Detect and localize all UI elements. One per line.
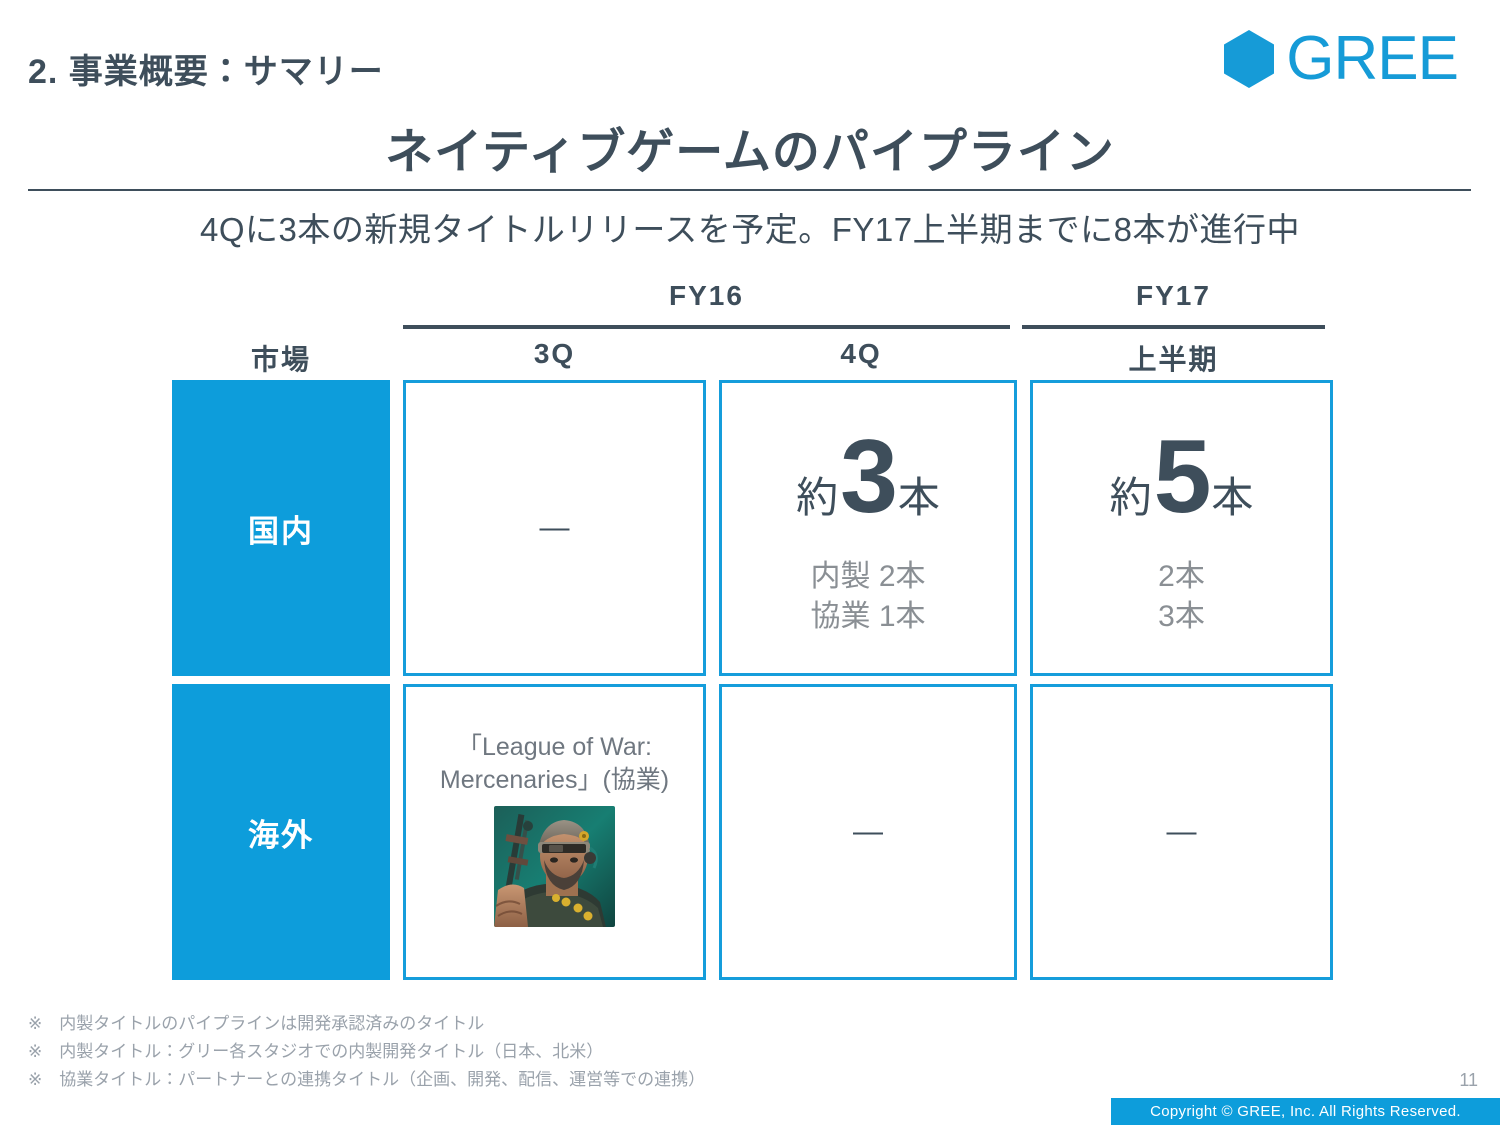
count-display: 約 5 本 xyxy=(1110,425,1254,529)
count-number: 3 xyxy=(840,418,898,535)
dash-mark: — xyxy=(1166,815,1197,848)
section-title: 2. 事業概要：サマリー xyxy=(28,53,384,91)
game-thumbnail xyxy=(494,806,615,927)
hexagon-icon xyxy=(1224,30,1275,88)
breakdown-line: 3本 xyxy=(1158,600,1205,633)
cell-overseas-3q: 「League of War: Mercenaries」(協業) xyxy=(403,684,706,980)
gree-wordmark: GREE xyxy=(1286,24,1459,93)
column-group-fy16: FY16 xyxy=(669,280,744,311)
count-unit: 本 xyxy=(1211,473,1254,521)
page-subtitle: 4Qに3本の新規タイトルリリースを予定。FY17上半期までに8本が進行中 xyxy=(200,211,1300,248)
footnotes: ※ 内製タイトルのパイプラインは開発承認済みのタイトル ※ 内製タイトル：グリー… xyxy=(28,1010,705,1094)
market-label-domestic: 国内 xyxy=(172,380,390,676)
count-unit: 本 xyxy=(897,473,940,521)
dash-mark: — xyxy=(853,815,883,848)
column-header-first-half: 上半期 xyxy=(1128,344,1219,375)
game-title-line-1: 「League of War: xyxy=(456,733,652,761)
fy16-underline xyxy=(403,325,1010,329)
pipeline-table: 国内 — 約 3 本 内製 2本 協業 1本 約 5 本 2本 3本 xyxy=(172,380,1333,980)
table-row: 国内 — 約 3 本 内製 2本 協業 1本 約 5 本 2本 3本 xyxy=(172,380,1333,676)
count-breakdown: 内製 2本 協業 1本 xyxy=(810,557,925,638)
footnote-item: ※ 協業タイトル：パートナーとの連携タイトル（企画、開発、配信、運営等での連携） xyxy=(28,1070,706,1090)
market-label-overseas: 海外 xyxy=(172,684,390,980)
footnote-item: ※ 内製タイトルのパイプラインは開発承認済みのタイトル xyxy=(28,1014,485,1033)
count-breakdown: 2本 3本 xyxy=(1158,557,1205,638)
cell-overseas-first-half: — xyxy=(1030,684,1333,980)
fy17-underline xyxy=(1022,325,1325,329)
copyright-bar: Copyright © GREE, Inc. All Rights Reserv… xyxy=(1111,1098,1500,1125)
page-title: ネイティブゲームのパイプライン xyxy=(385,126,1115,179)
column-header-market: 市場 xyxy=(250,344,311,375)
gree-logo: GREE xyxy=(1222,24,1459,93)
page-number: 11 xyxy=(1459,1070,1478,1090)
breakdown-line: 2本 xyxy=(1158,559,1205,593)
approx-prefix: 約 xyxy=(796,473,839,521)
cell-domestic-first-half: 約 5 本 2本 3本 xyxy=(1030,380,1333,676)
column-header-4q: 4Q xyxy=(840,338,882,369)
column-group-fy17: FY17 xyxy=(1136,280,1211,311)
cell-domestic-3q: — xyxy=(403,380,706,676)
game-title: 「League of War: Mercenaries」(協業) xyxy=(430,731,679,796)
breakdown-line: 協業 1本 xyxy=(810,600,926,633)
table-row: 海外 「League of War: Mercenaries」(協業) xyxy=(172,684,1333,980)
cell-domestic-4q: 約 3 本 内製 2本 協業 1本 xyxy=(719,380,1017,676)
count-number: 5 xyxy=(1153,418,1212,535)
approx-prefix: 約 xyxy=(1109,473,1152,521)
breakdown-line: 内製 2本 xyxy=(810,559,926,593)
count-display: 約 3 本 xyxy=(796,425,940,529)
game-title-line-2: Mercenaries」(協業) xyxy=(439,765,670,794)
footnote-item: ※ 内製タイトル：グリー各スタジオでの内製開発タイトル（日本、北米） xyxy=(28,1042,604,1062)
cell-overseas-4q: — xyxy=(719,684,1017,980)
title-divider xyxy=(28,189,1471,191)
column-header-3q: 3Q xyxy=(533,338,576,369)
dash-mark: — xyxy=(539,511,570,544)
